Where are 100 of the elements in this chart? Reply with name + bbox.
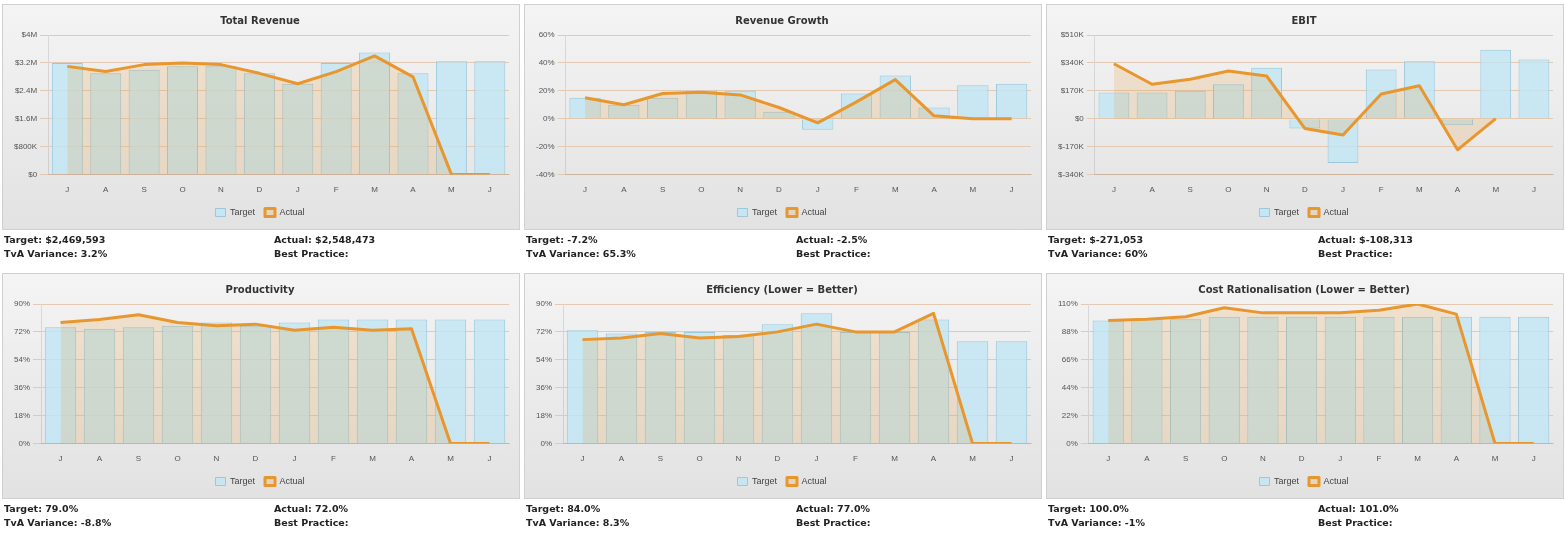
y-tick-label: 0% [540, 438, 553, 448]
x-tick-label: J [1111, 185, 1116, 195]
text: Best Practice: [796, 247, 872, 261]
x-tick-label: J [295, 185, 300, 195]
y-tick-label: 40% [538, 58, 555, 68]
x-tick-label: J [65, 185, 70, 195]
x-tick-label: M [969, 185, 977, 195]
x-tick-label: A [1144, 454, 1151, 464]
text: Best Practice: [796, 516, 872, 530]
x-tick-label: N [218, 185, 225, 195]
x-tick-label: O [174, 454, 181, 464]
x-tick-label: F [853, 454, 859, 464]
x-tick-label: J [814, 454, 819, 464]
text: TvA Variance: 3.2% [4, 247, 109, 261]
x-tick-label: O [179, 185, 186, 195]
text: Actual: $-108,313 [1318, 233, 1414, 247]
legend-label: Target [1273, 475, 1300, 486]
legend-label: Target [751, 206, 778, 217]
y-tick-label: 54% [14, 354, 31, 364]
y-tick-label: 54% [536, 354, 553, 364]
x-tick-label: M [891, 185, 899, 195]
x-tick-label: J [1106, 454, 1111, 464]
x-tick-label: S [135, 454, 142, 464]
x-tick-label: D [256, 185, 263, 195]
x-tick-label: J [583, 185, 588, 195]
x-tick-label: A [96, 454, 103, 464]
x-tick-label: J [580, 454, 585, 464]
x-tick-label: M [969, 454, 977, 464]
x-tick-label: O [696, 454, 703, 464]
x-tick-label: J [292, 454, 297, 464]
text: Actual: $2,548,473 [274, 233, 377, 247]
x-tick-label: N [735, 454, 742, 464]
legend-label: Actual [1323, 206, 1349, 217]
x-tick-label: M [1491, 454, 1499, 464]
x-tick-label: M [369, 454, 377, 464]
x-tick-label: J [1340, 185, 1345, 195]
text: Target: 84.0% [526, 502, 602, 516]
x-tick-label: S [1187, 185, 1193, 195]
x-tick-label: M [447, 454, 455, 464]
x-tick-label: A [1149, 185, 1156, 195]
x-tick-label: D [252, 454, 259, 464]
text: Best Practice: [1318, 247, 1394, 261]
x-tick-label: A [1454, 185, 1461, 195]
x-tick-label: F [854, 185, 860, 195]
x-tick-label: F [331, 454, 337, 464]
text: Best Practice: [274, 516, 350, 530]
chart-title: Total Revenue [220, 14, 301, 26]
text: Best Practice: [274, 247, 350, 261]
chart-title: EBIT [1291, 14, 1317, 26]
x-tick-label: O [1221, 454, 1228, 464]
y-tick-label: 20% [538, 85, 555, 95]
y-tick-label: 22% [1061, 410, 1078, 420]
y-tick-label: 60% [538, 30, 555, 40]
y-tick-label: 110% [1057, 299, 1078, 309]
x-tick-label: J [1531, 185, 1536, 195]
y-tick-label: $-170K [1058, 141, 1085, 151]
text: TvA Variance: -1% [1048, 516, 1146, 530]
y-tick-label: 72% [14, 327, 31, 337]
text: Target: $-271,053 [1048, 233, 1145, 247]
y-tick-label: $3.2M [14, 58, 38, 68]
text: TvA Variance: -8.8% [4, 516, 113, 530]
x-tick-label: N [1260, 454, 1267, 464]
y-tick-label: 90% [14, 299, 31, 309]
x-tick-label: J [1009, 185, 1014, 195]
x-tick-label: A [621, 185, 628, 195]
y-tick-label: $2.4M [14, 85, 38, 95]
x-tick-label: A [1453, 454, 1460, 464]
x-tick-label: J [1338, 454, 1343, 464]
x-tick-label: N [1263, 185, 1270, 195]
text: Actual: 72.0% [274, 502, 350, 516]
chart-title: Efficiency (Lower = Better) [706, 283, 858, 295]
x-tick-label: D [1301, 185, 1308, 195]
text: TvA Variance: 8.3% [526, 516, 631, 530]
x-tick-label: F [1378, 185, 1384, 195]
x-tick-label: M [448, 185, 456, 195]
x-tick-label: D [776, 185, 783, 195]
y-tick-label: $510K [1060, 30, 1085, 40]
x-tick-label: A [931, 185, 938, 195]
text: Actual: 101.0% [1318, 502, 1400, 516]
x-tick-label: O [698, 185, 705, 195]
x-tick-label: M [1414, 454, 1422, 464]
text: Target: -7.2% [526, 233, 599, 247]
x-tick-label: F [333, 185, 339, 195]
y-tick-label: $340K [1060, 58, 1085, 68]
x-tick-label: S [141, 185, 147, 195]
x-tick-label: A [410, 185, 417, 195]
y-tick-label: $0 [1074, 113, 1085, 123]
text: TvA Variance: 65.3% [526, 247, 637, 261]
y-tick-label: 0% [543, 113, 555, 123]
x-tick-label: A [930, 454, 937, 464]
x-tick-label: S [659, 185, 666, 195]
y-tick-label: -40% [535, 169, 555, 179]
chart-title: Cost Rationalisation (Lower = Better) [1198, 283, 1410, 295]
x-tick-label: M [1492, 185, 1500, 195]
x-tick-label: D [774, 454, 781, 464]
x-tick-label: D [1298, 454, 1305, 464]
text: Actual: -2.5% [796, 233, 869, 247]
x-tick-label: A [618, 454, 625, 464]
x-tick-label: S [1182, 454, 1189, 464]
legend-label: Actual [279, 206, 305, 217]
